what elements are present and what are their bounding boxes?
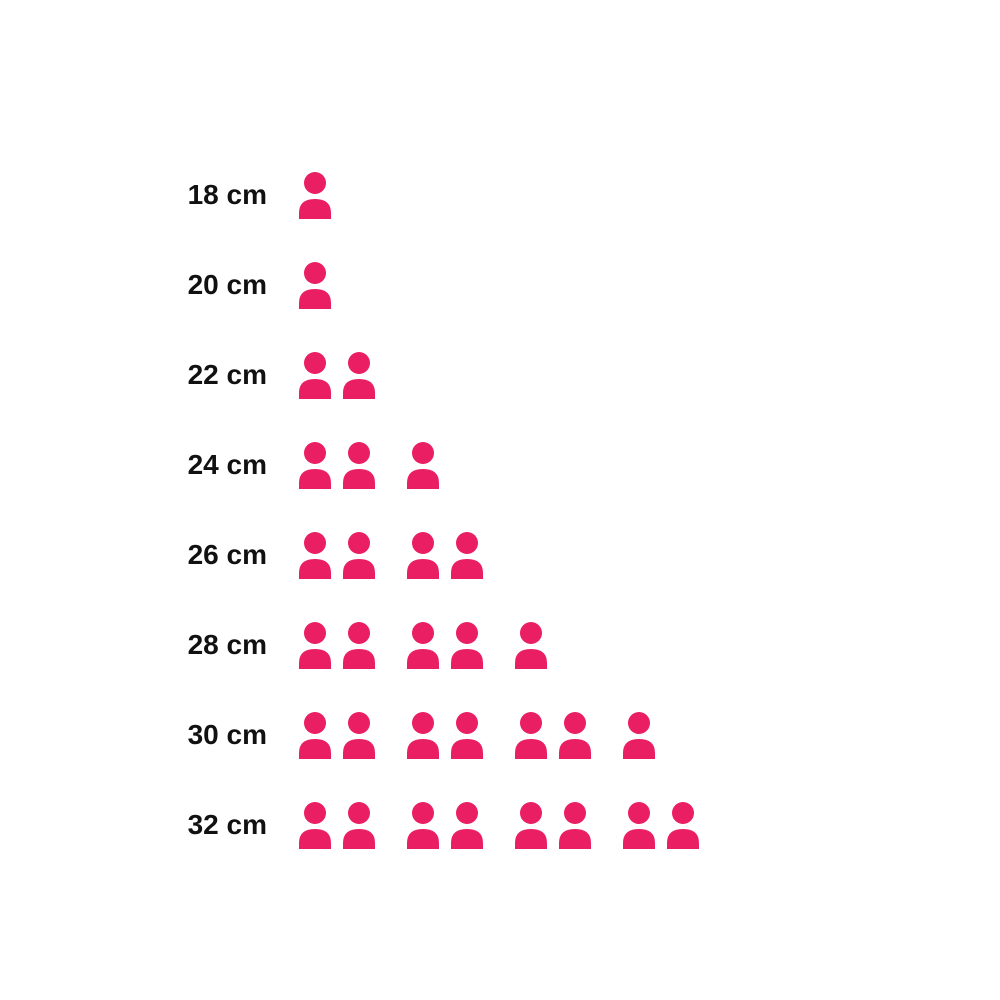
row-icons bbox=[295, 621, 575, 669]
person-icon bbox=[555, 801, 595, 849]
pictograph-row: 28 cm bbox=[165, 600, 1000, 690]
pictograph-row: 18 cm bbox=[165, 150, 1000, 240]
icon-pair bbox=[403, 711, 487, 759]
row-label: 26 cm bbox=[165, 539, 295, 571]
row-icons bbox=[295, 261, 359, 309]
icon-pair bbox=[403, 801, 487, 849]
icon-pair bbox=[295, 441, 379, 489]
icon-pair bbox=[295, 801, 379, 849]
icon-single bbox=[511, 621, 551, 669]
person-icon bbox=[511, 621, 551, 669]
row-label: 22 cm bbox=[165, 359, 295, 391]
person-icon bbox=[403, 441, 443, 489]
person-icon bbox=[511, 801, 551, 849]
person-icon bbox=[447, 621, 487, 669]
person-icon bbox=[339, 351, 379, 399]
row-label: 30 cm bbox=[165, 719, 295, 751]
icon-single bbox=[295, 171, 335, 219]
person-icon bbox=[295, 351, 335, 399]
person-icon bbox=[403, 621, 443, 669]
icon-pair bbox=[403, 531, 487, 579]
row-label: 28 cm bbox=[165, 629, 295, 661]
person-icon bbox=[403, 801, 443, 849]
person-icon bbox=[663, 801, 703, 849]
row-label: 32 cm bbox=[165, 809, 295, 841]
pictograph-row: 20 cm bbox=[165, 240, 1000, 330]
pictograph-row: 26 cm bbox=[165, 510, 1000, 600]
person-icon bbox=[619, 711, 659, 759]
row-icons bbox=[295, 531, 511, 579]
icon-single bbox=[619, 711, 659, 759]
person-icon bbox=[447, 531, 487, 579]
row-icons bbox=[295, 711, 683, 759]
row-label: 24 cm bbox=[165, 449, 295, 481]
icon-pair bbox=[403, 621, 487, 669]
row-label: 18 cm bbox=[165, 179, 295, 211]
person-icon bbox=[295, 531, 335, 579]
row-icons bbox=[295, 171, 359, 219]
person-icon bbox=[339, 531, 379, 579]
person-icon bbox=[619, 801, 659, 849]
icon-single bbox=[403, 441, 443, 489]
icon-pair bbox=[295, 711, 379, 759]
person-icon bbox=[295, 261, 335, 309]
pictograph-chart: 18 cm 20 cm 22 cm 24 cm 26 cm 28 cm bbox=[165, 150, 1000, 870]
person-icon bbox=[511, 711, 551, 759]
pictograph-row: 22 cm bbox=[165, 330, 1000, 420]
pictograph-row: 24 cm bbox=[165, 420, 1000, 510]
icon-pair bbox=[511, 801, 595, 849]
person-icon bbox=[295, 441, 335, 489]
icon-single bbox=[295, 261, 335, 309]
person-icon bbox=[339, 801, 379, 849]
person-icon bbox=[295, 711, 335, 759]
row-icons bbox=[295, 351, 403, 399]
person-icon bbox=[447, 801, 487, 849]
icon-pair bbox=[619, 801, 703, 849]
icon-pair bbox=[295, 621, 379, 669]
row-icons bbox=[295, 801, 727, 849]
row-icons bbox=[295, 441, 467, 489]
person-icon bbox=[295, 801, 335, 849]
person-icon bbox=[339, 621, 379, 669]
icon-pair bbox=[295, 351, 379, 399]
icon-pair bbox=[295, 531, 379, 579]
pictograph-row: 32 cm bbox=[165, 780, 1000, 870]
person-icon bbox=[339, 441, 379, 489]
pictograph-row: 30 cm bbox=[165, 690, 1000, 780]
person-icon bbox=[339, 711, 379, 759]
row-label: 20 cm bbox=[165, 269, 295, 301]
person-icon bbox=[295, 621, 335, 669]
icon-pair bbox=[511, 711, 595, 759]
person-icon bbox=[403, 711, 443, 759]
person-icon bbox=[403, 531, 443, 579]
person-icon bbox=[555, 711, 595, 759]
person-icon bbox=[295, 171, 335, 219]
person-icon bbox=[447, 711, 487, 759]
